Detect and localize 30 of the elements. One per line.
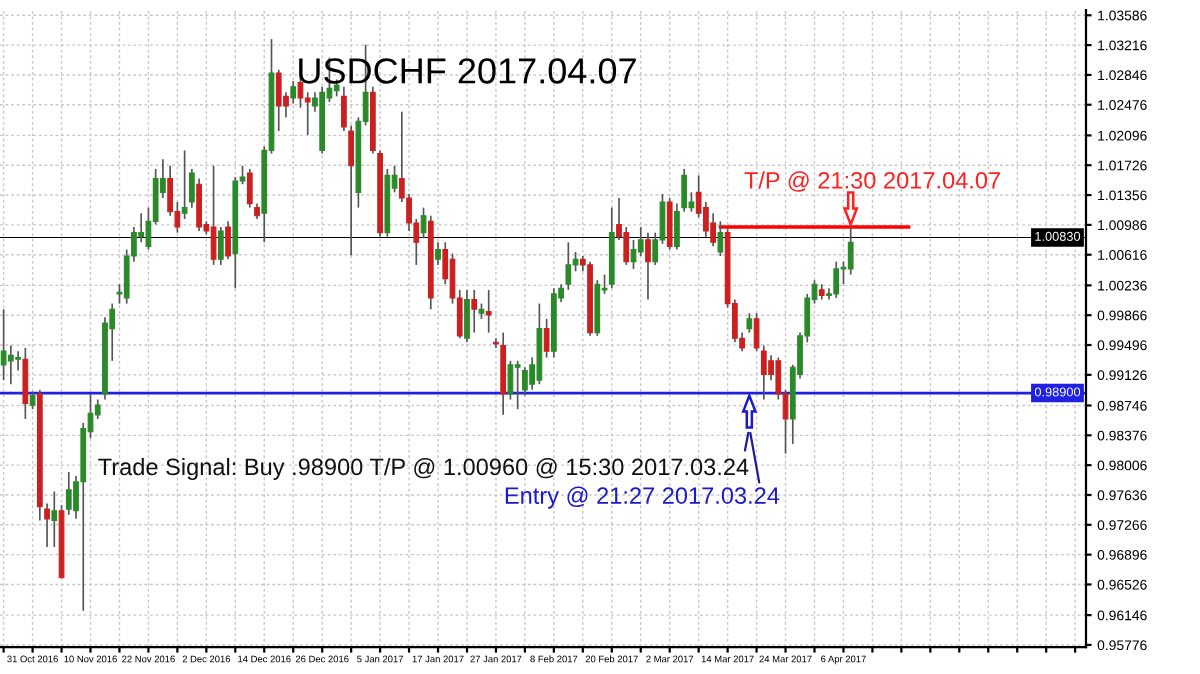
annotation: T/P @ 21:30 2017.04.07	[744, 171, 1000, 192]
annotation: Entry @ 21:27 2017.03.24	[505, 486, 780, 509]
candlestick	[196, 177, 202, 232]
candlestick	[666, 197, 673, 251]
candlestick	[522, 366, 528, 397]
candlestick	[485, 289, 492, 334]
candlestick	[833, 260, 840, 299]
candlestick	[507, 359, 514, 401]
candlestick	[471, 289, 478, 334]
candlestick	[246, 168, 253, 209]
candlestick	[217, 226, 224, 266]
candlestick	[514, 359, 521, 411]
candlestick	[717, 220, 724, 257]
candlestick	[847, 226, 854, 276]
candlestick	[746, 312, 753, 334]
candlestick	[7, 344, 14, 386]
candlestick	[22, 347, 29, 420]
candlestick	[0, 308, 7, 382]
candlestick	[51, 490, 58, 548]
candlestick	[275, 68, 282, 132]
candlestick	[210, 164, 217, 266]
candlestick	[181, 149, 188, 220]
candlestick	[15, 350, 21, 372]
candlestick	[637, 226, 644, 257]
candlestick	[543, 318, 550, 359]
annotation: Trade Signal: Buy .98900 T/P @ 1.00960 @ 15:30 2017.03.24	[98, 457, 749, 480]
candlestick	[645, 231, 651, 301]
candlestick	[65, 471, 72, 516]
candlestick	[435, 241, 441, 266]
candlestick	[464, 289, 470, 344]
